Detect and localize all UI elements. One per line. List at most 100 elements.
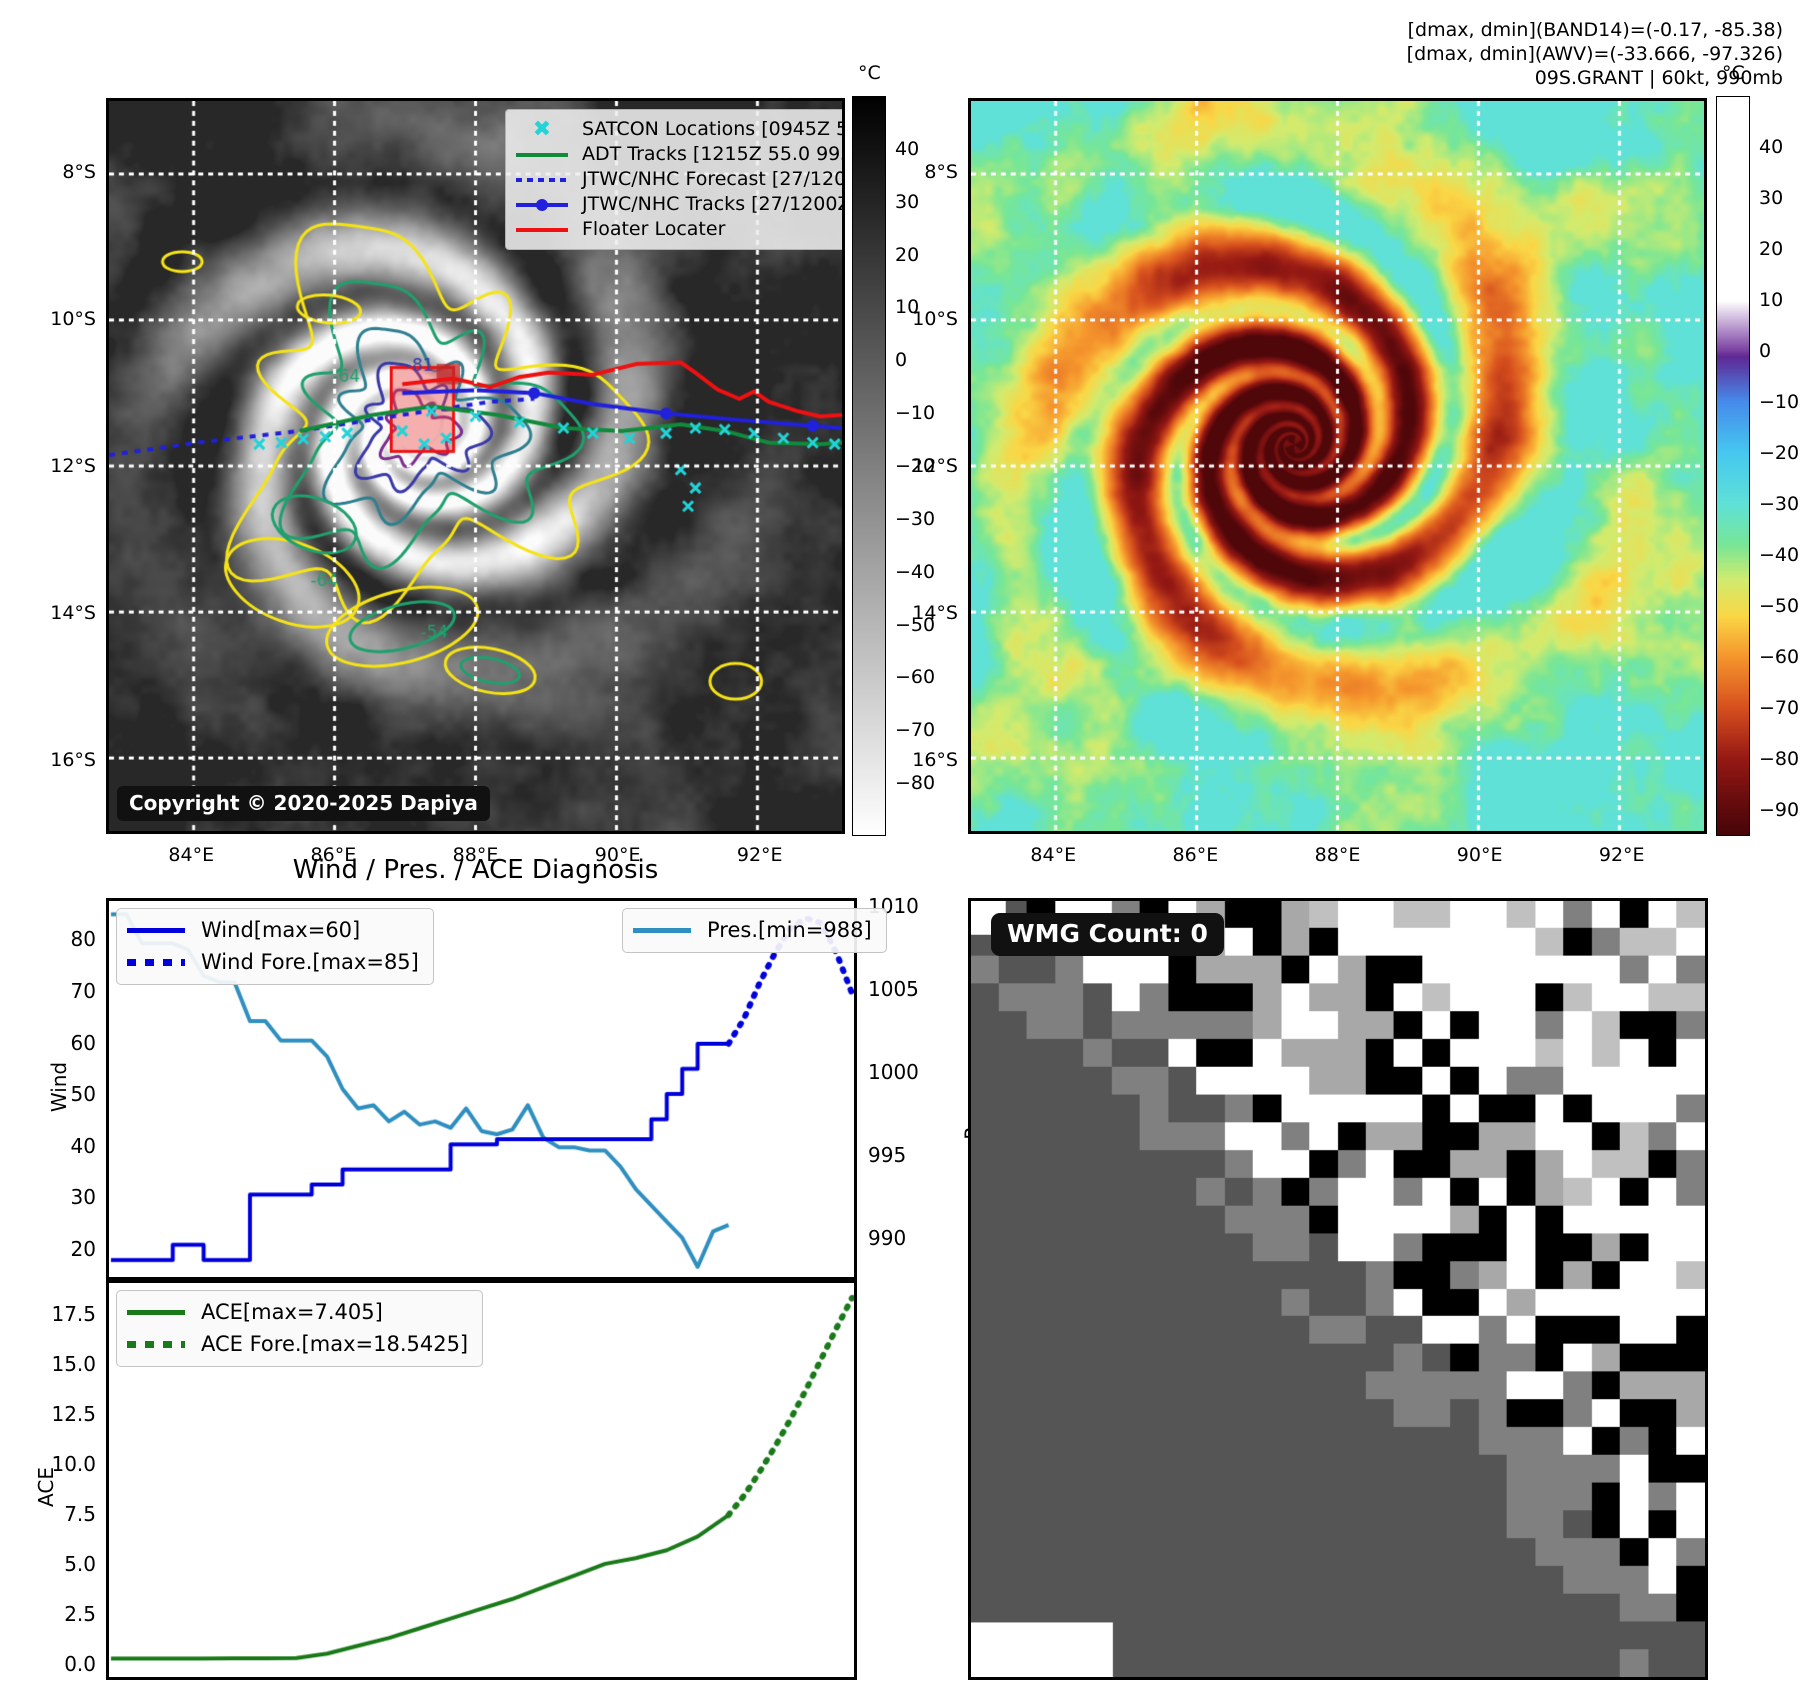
legend-item-pressure: Pres.[min=988]: [633, 914, 872, 946]
ir-colorbar-tick: 40: [895, 137, 920, 160]
ace-chart-legend: ACE[max=7.405] ACE Fore.[max=18.5425]: [116, 1290, 484, 1367]
legend-item-ace: ACE[max=7.405]: [127, 1296, 468, 1328]
pressure-tick: 995: [868, 1143, 907, 1168]
diagnosis-title: Wind / Pres. / ACE Diagnosis: [292, 855, 659, 885]
awv-colorbar-tick: −20: [1759, 442, 1800, 465]
ir-lat-tick: 14°S: [50, 602, 96, 625]
ir-lon-tick: 88°E: [452, 844, 499, 866]
ir-colorbar-tick: −40: [895, 560, 936, 583]
ir-colorbar-tick: −60: [895, 666, 936, 689]
header-statistics: [dmax, dmin](BAND14)=(-0.17, -85.38) [dm…: [1407, 18, 1783, 90]
floater-line-icon: [516, 227, 568, 232]
awv-colorbar-tick: −40: [1759, 544, 1800, 567]
awv-satellite-image: [971, 101, 1704, 831]
legend-item-floater-locater: Floater Locater: [516, 217, 842, 242]
ace-tick: 0.0: [64, 1652, 96, 1676]
ir-colorbar-tick: 10: [895, 296, 920, 319]
awv-colorbar-tick: −80: [1759, 748, 1800, 771]
ace-tick: 7.5: [64, 1502, 96, 1526]
ace-tick: 15.0: [51, 1352, 96, 1376]
stat-awv: [dmax, dmin](AWV)=(-33.666, -97.326): [1406, 43, 1783, 65]
awv-colorbar-tick: 30: [1759, 187, 1784, 210]
wind-tick: 80: [70, 927, 96, 952]
legend-item-jtwc-forecast: JTWC/NHC Forecast [27/1200Z]: [516, 167, 845, 192]
pressure-chart-legend: Pres.[min=988]: [622, 908, 887, 953]
awv-lat-tick: 10°S: [912, 307, 958, 330]
ir-lat-tick: 10°S: [50, 307, 96, 330]
ir-colorbar-tick: −70: [895, 719, 936, 742]
awv-colorbar-tick: 10: [1759, 289, 1784, 312]
legend-label: JTWC/NHC Forecast [27/1200Z]: [582, 168, 845, 190]
legend-item-satcon: ✖ SATCON Locations [0945Z 52 993]: [516, 116, 842, 142]
ir-colorbar-tick: −10: [895, 402, 936, 425]
legend-label: SATCON Locations [0945Z 52 993]: [582, 118, 842, 140]
legend-item-ace-forecast: ACE Fore.[max=18.5425]: [127, 1328, 468, 1360]
legend-label: ADT Tracks [1215Z 55.0 995.4]: [582, 143, 842, 165]
ace-tick: 10.0: [51, 1452, 96, 1476]
legend-label: Wind Fore.[max=85]: [201, 950, 419, 974]
ir-colorbar-tick: −30: [895, 507, 936, 530]
wmg-panel[interactable]: WMG Count: 0: [968, 898, 1708, 1680]
ir-map-legend: ✖ SATCON Locations [0945Z 52 993] ADT Tr…: [505, 109, 845, 250]
wind-tick: 20: [70, 1237, 96, 1262]
stat-band14: [dmax, dmin](BAND14)=(-0.17, -85.38): [1407, 19, 1783, 41]
awv-colorbar-tick: −70: [1759, 697, 1800, 720]
legend-item-wind-forecast: Wind Fore.[max=85]: [127, 946, 419, 978]
awv-colorbar-tick: −30: [1759, 493, 1800, 516]
pressure-line-icon: [633, 927, 691, 933]
awv-colorbar-tick: 40: [1759, 136, 1784, 159]
awv-colorbar-tick: −10: [1759, 391, 1800, 414]
awv-lon-tick: 92°E: [1598, 844, 1645, 866]
ir-lat-tick: 8°S: [62, 160, 96, 183]
ir-colorbar-unit: °C: [858, 62, 881, 84]
copyright-badge: Copyright © 2020-2025 Dapiya: [117, 786, 490, 821]
ir-floater-panel[interactable]: ✖ SATCON Locations [0945Z 52 993] ADT Tr…: [106, 98, 845, 834]
ace-tick: 17.5: [51, 1302, 96, 1326]
ace-axis-label: ACE: [33, 1467, 58, 1507]
awv-lon-tick: 88°E: [1314, 844, 1361, 866]
awv-colorbar-tick: 20: [1759, 238, 1784, 261]
wind-tick: 50: [70, 1082, 96, 1107]
pressure-tick: 1005: [868, 977, 919, 1002]
awv-lon-tick: 90°E: [1456, 844, 1503, 866]
wind-forecast-dotted-icon: [127, 958, 185, 966]
satcon-marker-icon: ✖: [532, 116, 552, 142]
awv-colorbar-tick: −60: [1759, 646, 1800, 669]
ir-colorbar-tick: 0: [895, 349, 908, 372]
ace-tick: 12.5: [51, 1402, 96, 1426]
wind-chart-legend: Wind[max=60] Wind Fore.[max=85]: [116, 908, 434, 985]
legend-item-adt: ADT Tracks [1215Z 55.0 995.4]: [516, 142, 842, 167]
ace-line-icon: [127, 1309, 185, 1315]
awv-colorbar[interactable]: [1716, 96, 1750, 836]
ace-tick: 5.0: [64, 1552, 96, 1576]
awv-colorbar-tick: 0: [1759, 340, 1772, 363]
ir-colorbar-tick: −20: [895, 455, 936, 477]
awv-lon-tick: 86°E: [1172, 844, 1219, 866]
adt-line-icon: [516, 152, 568, 157]
legend-label: Pres.[min=988]: [707, 918, 872, 942]
ir-lat-tick: 16°S: [50, 749, 96, 772]
ir-lat-tick: 12°S: [50, 455, 96, 477]
ir-colorbar-tick: 20: [895, 243, 920, 266]
pressure-tick: 990: [868, 1226, 907, 1251]
wind-tick: 60: [70, 1030, 96, 1055]
awv-colorbar-unit: °C: [1722, 62, 1745, 84]
wind-line-icon: [127, 927, 185, 933]
track-marker-line-icon: [516, 202, 568, 207]
forecast-dotted-icon: [516, 177, 568, 182]
ace-tick: 2.5: [64, 1602, 96, 1626]
legend-item-jtwc-tracks: JTWC/NHC Tracks [27/1200Z]: [516, 192, 845, 217]
ace-forecast-dotted-icon: [127, 1340, 185, 1348]
ir-colorbar[interactable]: [852, 96, 886, 836]
pressure-tick: 1000: [868, 1060, 919, 1085]
wind-tick: 30: [70, 1185, 96, 1210]
ir-colorbar-tick: 30: [895, 190, 920, 213]
wind-axis-label: Wind: [47, 1061, 72, 1113]
ir-colorbar-tick: −80: [895, 772, 936, 795]
awv-enhanced-panel[interactable]: [968, 98, 1707, 834]
ir-lon-tick: 90°E: [594, 844, 641, 866]
storm-summary: 09S.GRANT | 60kt, 990mb: [1534, 67, 1783, 89]
legend-label: JTWC/NHC Tracks [27/1200Z]: [582, 193, 845, 215]
wind-tick: 40: [70, 1133, 96, 1158]
awv-colorbar-tick: −90: [1759, 799, 1800, 822]
